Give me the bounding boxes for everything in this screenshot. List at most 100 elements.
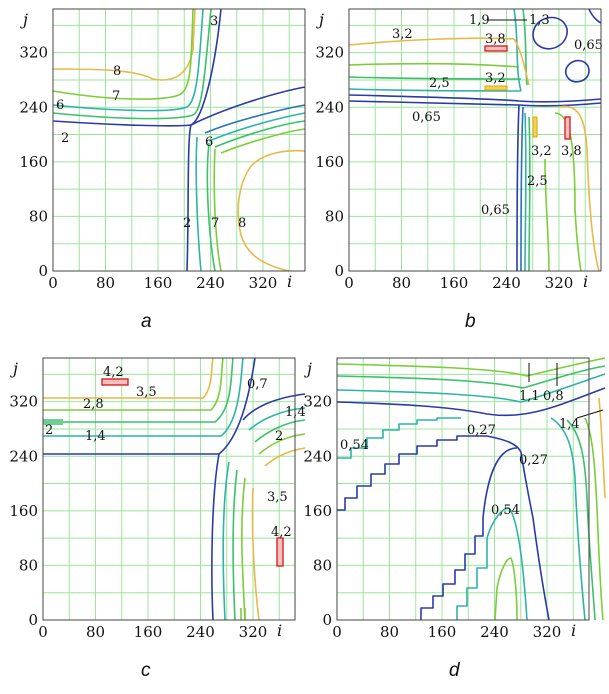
y-tick-label: 80 <box>19 556 38 574</box>
contour-lines <box>348 8 602 272</box>
contour-1-4-edge <box>598 397 606 499</box>
y-tick-label: 240 <box>9 447 38 465</box>
x-tick-label: 0 <box>48 274 58 292</box>
y-tick-label: 160 <box>315 153 344 171</box>
contour-3-2-top <box>348 37 515 46</box>
y-tick-label: 0 <box>28 611 38 629</box>
grid <box>337 358 589 620</box>
contour-0-8-right <box>550 417 586 621</box>
y-tick-label: 80 <box>313 556 332 574</box>
contour-label: 1,3 <box>529 13 550 28</box>
contour-3-5-right <box>251 447 306 621</box>
contour-6-right <box>208 112 306 142</box>
y-tick-label: 0 <box>334 262 344 280</box>
y-axis-label: j <box>304 359 312 378</box>
contour-label-group: 1,1 0,8 0,27 1,4 0,54 0,27 0,54 <box>340 389 580 518</box>
contour-0-27-step <box>337 435 522 511</box>
contour-label: 6 <box>205 135 213 150</box>
contour-0-27-lower <box>520 451 550 621</box>
contour-1-4-right <box>584 417 604 621</box>
x-tick-label: 320 <box>545 274 574 292</box>
contour-label-group: 3,2 1,9 1,3 3,8 0,65 2,5 3,2 0,65 3,2 3,… <box>392 13 603 218</box>
marker-3-8-top <box>484 45 508 52</box>
x-axis-label: i <box>277 621 282 640</box>
contour-label: 3,2 <box>531 144 552 159</box>
contour-1-3-top <box>348 88 522 92</box>
contour-0-27-bottom-step <box>420 447 518 620</box>
contour-0-65-loop-1 <box>532 16 568 50</box>
contour-label: 0,65 <box>481 203 510 218</box>
contour-label: 2 <box>45 423 53 438</box>
contour-label: 3 <box>210 14 218 29</box>
x-tick-label: 320 <box>239 623 268 641</box>
y-tick-label: 160 <box>9 502 38 520</box>
contour-label: 0,65 <box>412 110 441 125</box>
contour-7-lower <box>206 142 216 272</box>
panel-a: 3 8 7 6 2 6 2 7 8 0 80 160 240 320 0 80 160 240 3… <box>19 8 306 332</box>
contour-2-5-vertical-top <box>522 8 528 86</box>
contour-2-8-top <box>42 357 224 411</box>
contour-2-lower <box>186 124 192 272</box>
contour-label: 0,27 <box>467 423 496 438</box>
panel-b: 3,2 1,9 1,3 3,8 0,65 2,5 3,2 0,65 3,2 3,… <box>315 8 603 332</box>
contour-label: 2 <box>61 131 69 146</box>
contour-2-5-v <box>544 158 550 272</box>
contour-lines <box>336 357 606 621</box>
contour-7-upper <box>52 8 194 100</box>
contour-2-stub <box>43 419 63 425</box>
y-tick-label: 0 <box>38 262 48 280</box>
contour-2-8-mini <box>240 608 246 620</box>
x-axis-label: i <box>287 272 292 291</box>
contour-lines <box>52 8 306 272</box>
contour-1-9-top <box>348 76 522 80</box>
marker-4-2-right <box>276 537 284 567</box>
x-tick-label: 80 <box>380 623 399 641</box>
region-markers <box>484 45 571 140</box>
contour-4 <box>204 104 306 134</box>
panel-label: a <box>141 311 152 332</box>
x-tick-label: 320 <box>249 274 278 292</box>
contour-1-1-right <box>566 419 596 621</box>
panel-c: 4,2 3,5 2,8 2 1,4 0,7 1,4 2 3,5 4,2 0 80 1… <box>9 357 306 681</box>
contour-2-8-right <box>241 433 306 621</box>
contour-label: 2,5 <box>429 76 450 91</box>
contour-label: 3,8 <box>561 144 582 159</box>
contour-label: 0,8 <box>543 389 564 404</box>
y-tick-label: 0 <box>322 611 332 629</box>
y-tick-label: 320 <box>19 44 48 62</box>
x-tick-label: 160 <box>144 274 173 292</box>
contour-2-right <box>232 419 306 621</box>
y-tick-label: 240 <box>19 98 48 116</box>
contour-1-9-v <box>528 116 531 272</box>
contour-6b-upper <box>52 8 212 120</box>
contour-0-8-lower <box>494 557 518 621</box>
contour-label: 3,2 <box>392 27 413 42</box>
y-axis-label: j <box>316 10 324 29</box>
x-tick-label: 240 <box>196 274 225 292</box>
contour-2-5-top <box>348 62 520 68</box>
contour-label: 1,4 <box>85 429 106 444</box>
contour-0-7-right <box>211 393 306 621</box>
contour-label: 3,2 <box>485 71 506 86</box>
x-tick-label: 160 <box>440 274 469 292</box>
y-tick-label: 160 <box>303 502 332 520</box>
x-tick-label: 240 <box>186 623 215 641</box>
contour-label: 8 <box>238 216 246 231</box>
marker-3-8-right <box>564 116 571 140</box>
x-tick-label: 320 <box>533 623 562 641</box>
contour-label: 0,65 <box>574 38 603 53</box>
y-tick-label: 160 <box>19 153 48 171</box>
contour-0-65-h <box>348 94 602 103</box>
contour-1-4-right <box>222 407 306 621</box>
contour-label-group: 4,2 3,5 2,8 2 1,4 0,7 1,4 2 3,5 4,2 <box>45 365 306 540</box>
contour-label: 3,8 <box>485 32 506 47</box>
y-tick-label: 320 <box>9 393 38 411</box>
contour-0-54-step <box>337 417 461 459</box>
leader-lines <box>528 363 604 419</box>
contour-0-27-top <box>336 387 606 417</box>
x-tick-label: 160 <box>134 623 163 641</box>
contour-0-8-top <box>336 373 606 403</box>
y-axis-label: j <box>20 10 28 29</box>
contour-0-65-v <box>516 104 520 272</box>
grid <box>53 9 305 271</box>
